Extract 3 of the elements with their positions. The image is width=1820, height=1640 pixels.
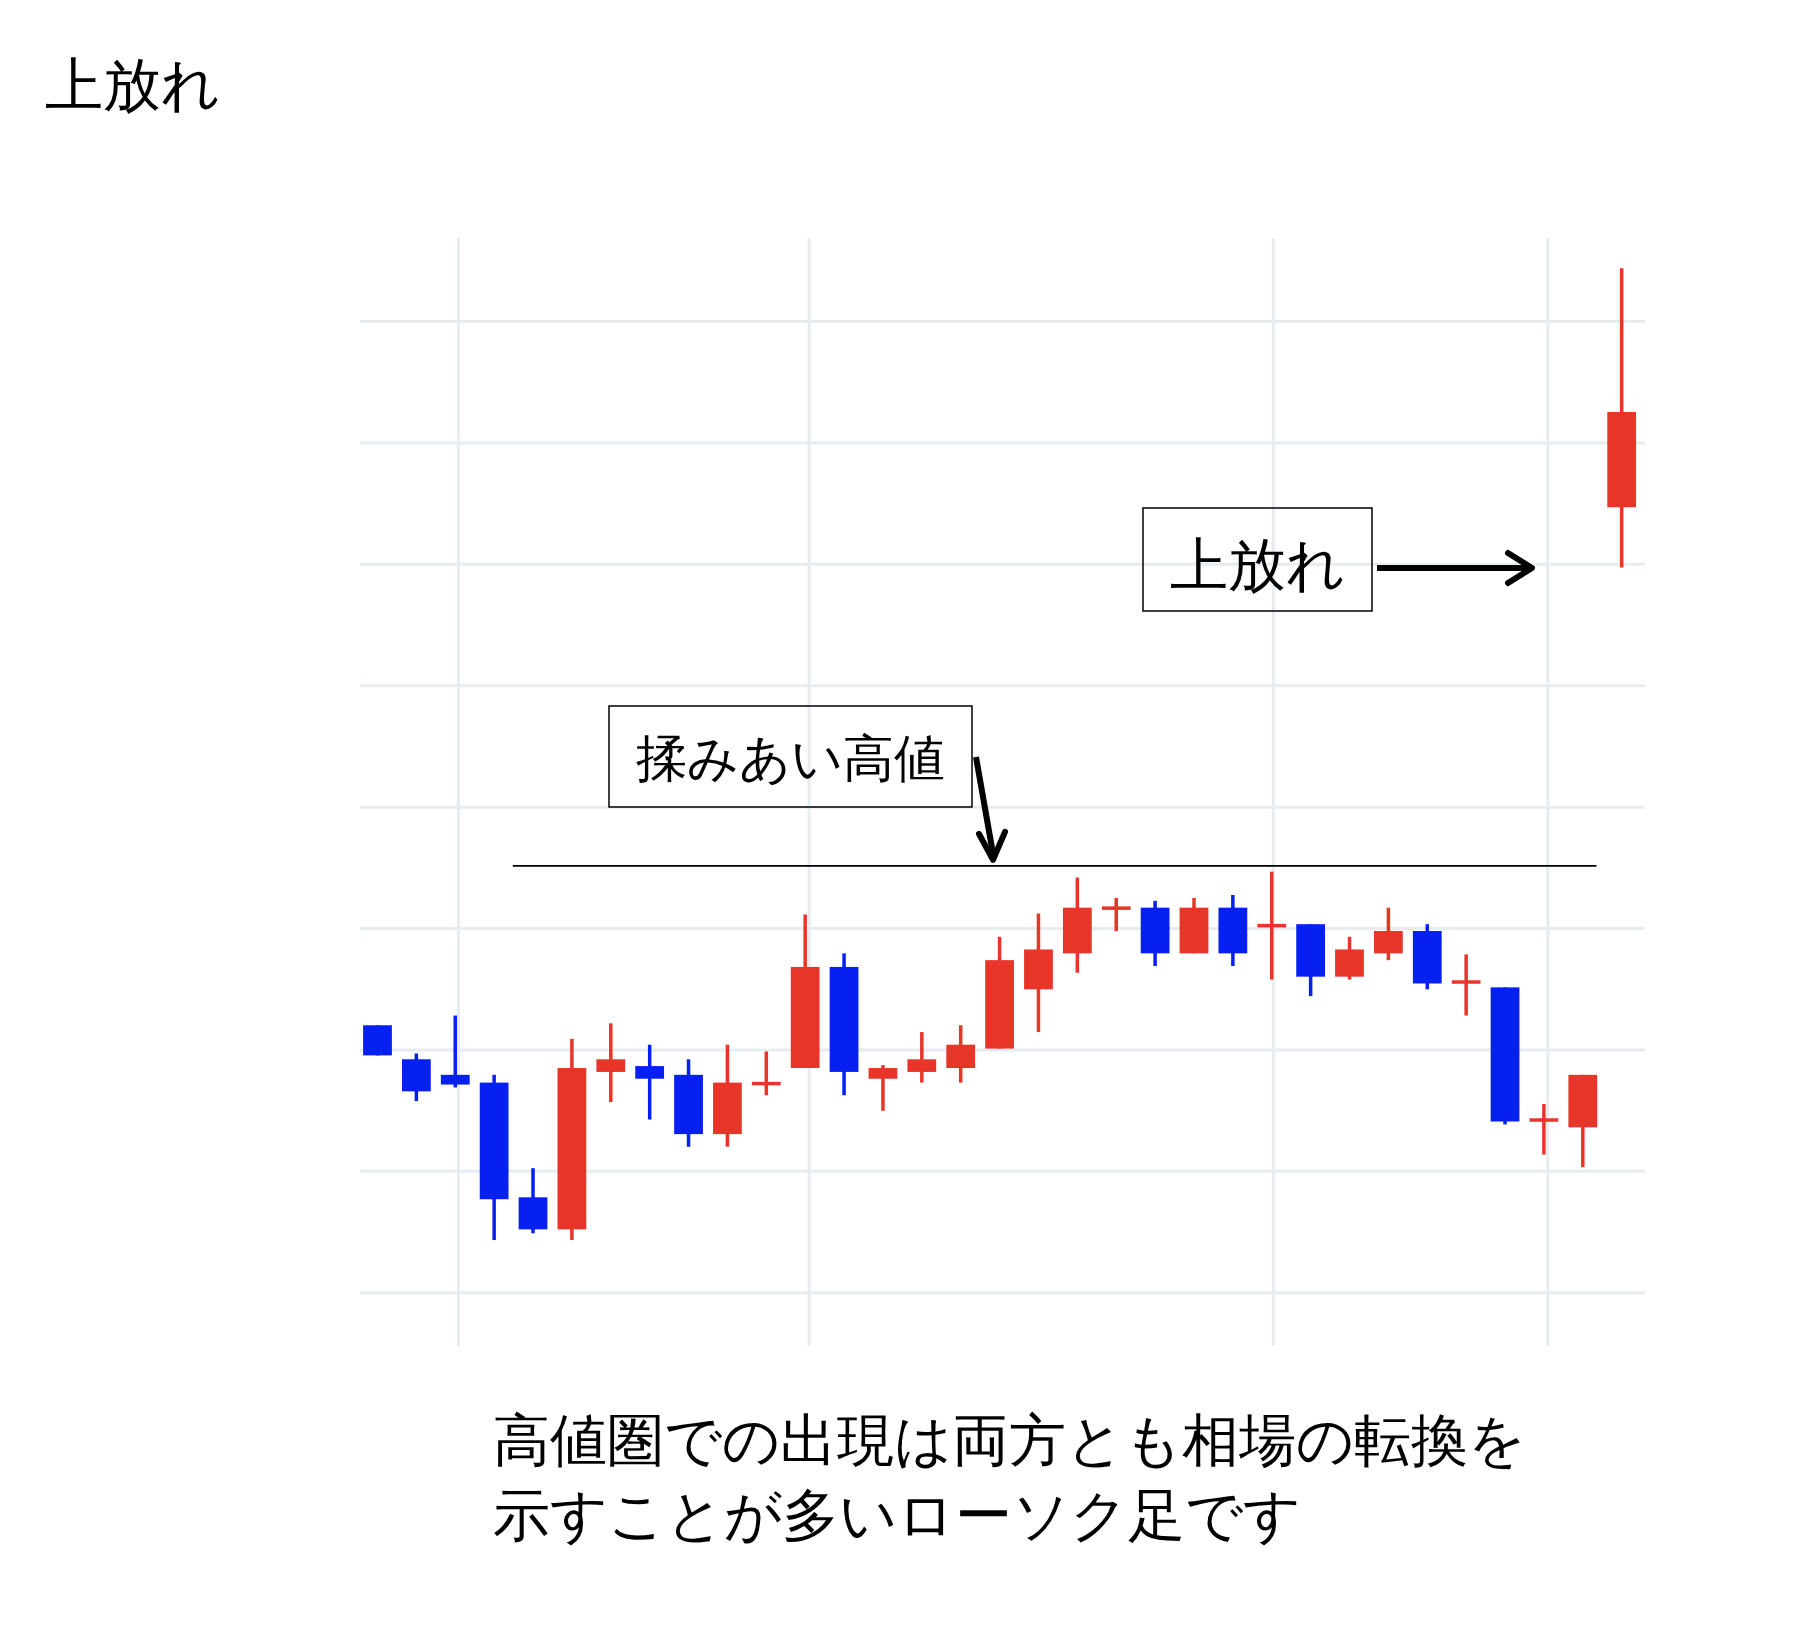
ref-line-label: 揉みあい高値	[636, 729, 945, 788]
annotation: 高値圏での出現は両方とも相場の転換を示すことが多いローソク足です	[493, 1407, 1526, 1548]
title: 上放れ	[45, 51, 220, 119]
